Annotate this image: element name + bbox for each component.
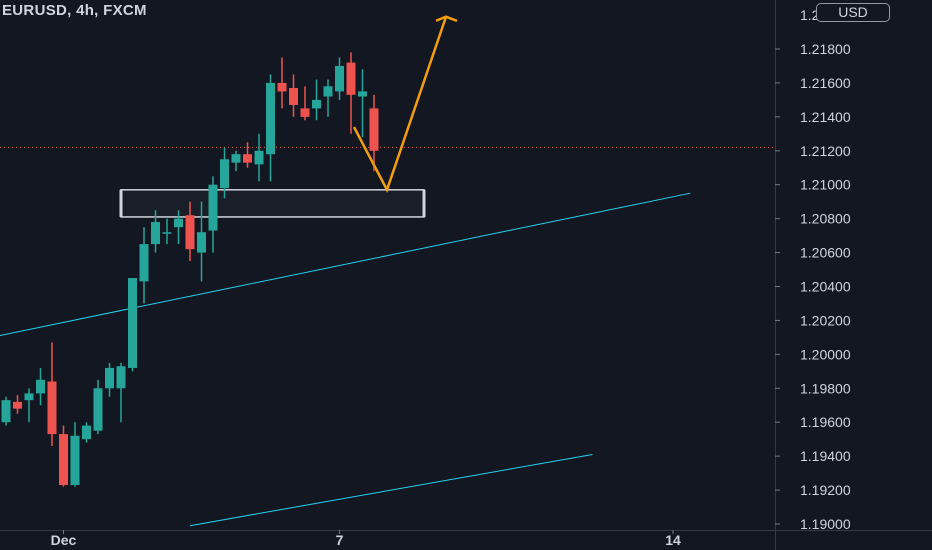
candle-body (185, 215, 195, 250)
candle-body (139, 244, 149, 282)
candle-body (323, 86, 333, 97)
y-tick-label: 1.20400 (800, 279, 851, 295)
candle-body (254, 150, 264, 165)
candle (185, 201, 195, 262)
candle-body (82, 425, 91, 440)
y-tick-label: 1.20200 (800, 312, 851, 328)
candle-body (208, 184, 218, 231)
candle-body (266, 82, 275, 155)
y-tick-label: 1.19200 (800, 482, 851, 498)
candle (82, 422, 91, 443)
candle (36, 367, 45, 406)
candle (266, 74, 275, 182)
y-tick-label: 1.20800 (800, 211, 851, 227)
projection-arrowhead (435, 15, 458, 22)
candle (369, 94, 379, 172)
candle-body (128, 278, 137, 368)
candle (116, 362, 126, 423)
candle (197, 201, 206, 282)
candle-layer (1, 52, 379, 487)
projection-path (352, 16, 448, 193)
candle (277, 57, 287, 109)
y-tick-label: 1.19000 (800, 516, 851, 532)
x-tick-label: 14 (665, 532, 681, 548)
candle (47, 342, 57, 446)
candle-body (231, 154, 241, 163)
candle-body (24, 393, 34, 401)
candle-body (300, 108, 310, 117)
candle (312, 79, 321, 121)
candle-body (70, 435, 80, 485)
y-tick-label: 1.19600 (800, 414, 851, 430)
candle-body (197, 232, 206, 253)
y-tick-label: 1.21600 (800, 75, 851, 91)
candle (289, 74, 298, 117)
candle (335, 57, 344, 100)
axis-layer: 1.19000 1.19200 1.19400 1.19600 1.19800 1.200… (51, 7, 851, 548)
candle-body (277, 82, 287, 92)
support-zone (120, 189, 425, 218)
candle-body (174, 218, 183, 228)
y-tick-label: 1.20600 (800, 245, 851, 261)
candle (323, 79, 333, 117)
candle-body (116, 366, 126, 389)
candle (139, 227, 149, 304)
drawing-layer (0, 189, 691, 527)
projection-layer (352, 15, 458, 193)
candle (128, 278, 137, 372)
candle-body (358, 91, 367, 97)
candle (13, 395, 22, 414)
candle (300, 86, 310, 121)
y-tick-label: 1.21200 (800, 143, 851, 159)
candle-body (59, 434, 68, 485)
x-tick-label: Dec (51, 532, 77, 548)
candle-body (346, 62, 356, 95)
candle (243, 142, 252, 168)
candle-body (220, 159, 229, 189)
candle-body (243, 154, 252, 163)
y-tick-label: 1.21800 (800, 41, 851, 57)
candle-body (36, 379, 45, 394)
candle-body (13, 401, 22, 409)
candle-body (151, 222, 160, 245)
candle (231, 150, 241, 172)
candle-body (289, 88, 298, 105)
y-tick-label: 1.19800 (800, 380, 851, 396)
candle (70, 422, 80, 487)
candle (93, 379, 103, 435)
candle (220, 147, 229, 199)
candle-body (105, 367, 114, 389)
candle (59, 425, 68, 487)
candle (174, 210, 183, 245)
candle-body (335, 65, 344, 92)
candle (24, 388, 34, 423)
candle (105, 362, 114, 397)
y-tick-label: 1.20000 (800, 346, 851, 362)
candle (1, 396, 11, 426)
upper-trendline (0, 192, 691, 336)
y-tick-label: 1.19400 (800, 448, 851, 464)
candle-body (93, 388, 103, 431)
candle (151, 210, 160, 253)
candle (358, 69, 367, 138)
candle-body (47, 381, 57, 435)
candle (208, 176, 218, 253)
y-tick-label: 1.21400 (800, 109, 851, 125)
candle (254, 133, 264, 182)
candle (346, 52, 356, 134)
currency-button[interactable]: USD (816, 3, 890, 22)
candle-body (162, 232, 172, 234)
symbol-title: EURUSD, 4h, FXCM (2, 2, 147, 19)
candle-body (1, 400, 11, 423)
lower-trendline (189, 453, 593, 527)
candle-body (312, 99, 321, 109)
candle-body (369, 108, 379, 151)
candle (162, 218, 172, 245)
x-tick-label: 7 (336, 532, 344, 548)
y-tick-label: 1.21000 (800, 177, 851, 193)
